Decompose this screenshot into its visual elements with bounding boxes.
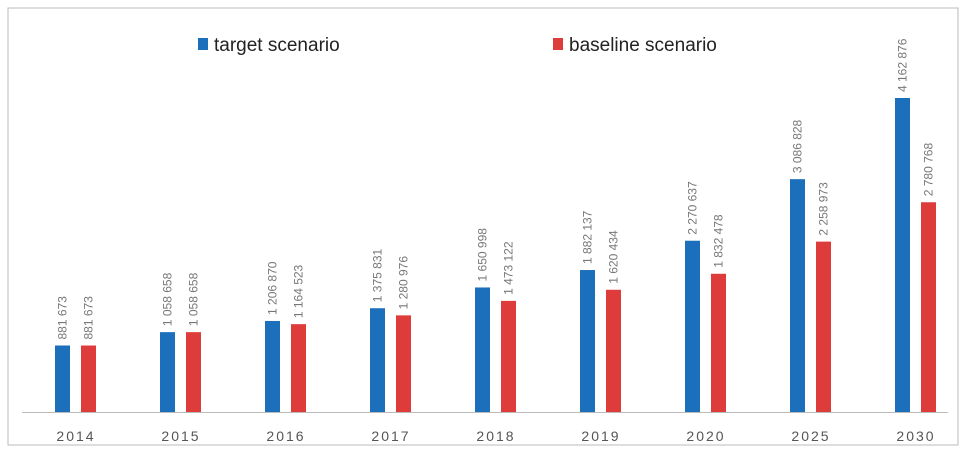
value-label: 1 164 523 bbox=[292, 264, 306, 318]
x-tick-label: 2025 bbox=[791, 428, 830, 444]
x-tick-label: 2020 bbox=[686, 428, 725, 444]
bar bbox=[81, 345, 96, 412]
legend-label: baseline scenario bbox=[569, 35, 717, 56]
bar bbox=[370, 308, 385, 412]
bar bbox=[186, 332, 201, 412]
bar bbox=[895, 98, 910, 412]
value-label: 881 673 bbox=[82, 296, 96, 340]
x-tick-label: 2019 bbox=[581, 428, 620, 444]
value-label: 1 280 976 bbox=[397, 256, 411, 310]
value-label: 1 650 998 bbox=[476, 228, 490, 282]
x-tick-label: 2016 bbox=[266, 428, 305, 444]
value-label: 1 206 870 bbox=[266, 261, 280, 315]
bar bbox=[55, 345, 70, 412]
bar bbox=[160, 332, 175, 412]
bar bbox=[265, 320, 280, 412]
bar bbox=[580, 270, 595, 412]
legend-swatch bbox=[553, 38, 563, 50]
legend-swatch bbox=[198, 38, 208, 50]
bar bbox=[685, 240, 700, 412]
x-tick-label: 2015 bbox=[161, 428, 200, 444]
value-label: 2 258 973 bbox=[817, 182, 831, 236]
value-label: 1 473 122 bbox=[502, 241, 516, 295]
value-label: 2 780 768 bbox=[922, 143, 936, 197]
value-label: 3 086 828 bbox=[791, 119, 805, 173]
value-label: 1 375 831 bbox=[371, 249, 385, 303]
bar bbox=[711, 273, 726, 412]
bar bbox=[396, 315, 411, 412]
bar bbox=[501, 300, 516, 412]
bar bbox=[475, 287, 490, 412]
value-label: 4 162 876 bbox=[896, 38, 910, 92]
x-tick-label: 2018 bbox=[476, 428, 515, 444]
bar bbox=[606, 289, 621, 412]
value-label: 2 270 637 bbox=[686, 181, 700, 235]
x-tick-label: 2017 bbox=[371, 428, 410, 444]
bar bbox=[921, 202, 936, 412]
bar bbox=[291, 324, 306, 412]
legend-label: target scenario bbox=[214, 35, 340, 56]
value-label: 881 673 bbox=[56, 296, 70, 340]
bar bbox=[790, 179, 805, 412]
x-tick-label: 2030 bbox=[896, 428, 935, 444]
value-label: 1 620 434 bbox=[607, 230, 621, 284]
x-tick-label: 2014 bbox=[56, 428, 95, 444]
value-label: 1 832 478 bbox=[712, 214, 726, 268]
value-label: 1 058 658 bbox=[161, 272, 175, 326]
bar bbox=[816, 241, 831, 412]
value-label: 1 882 137 bbox=[581, 210, 595, 264]
value-label: 1 058 658 bbox=[187, 272, 201, 326]
